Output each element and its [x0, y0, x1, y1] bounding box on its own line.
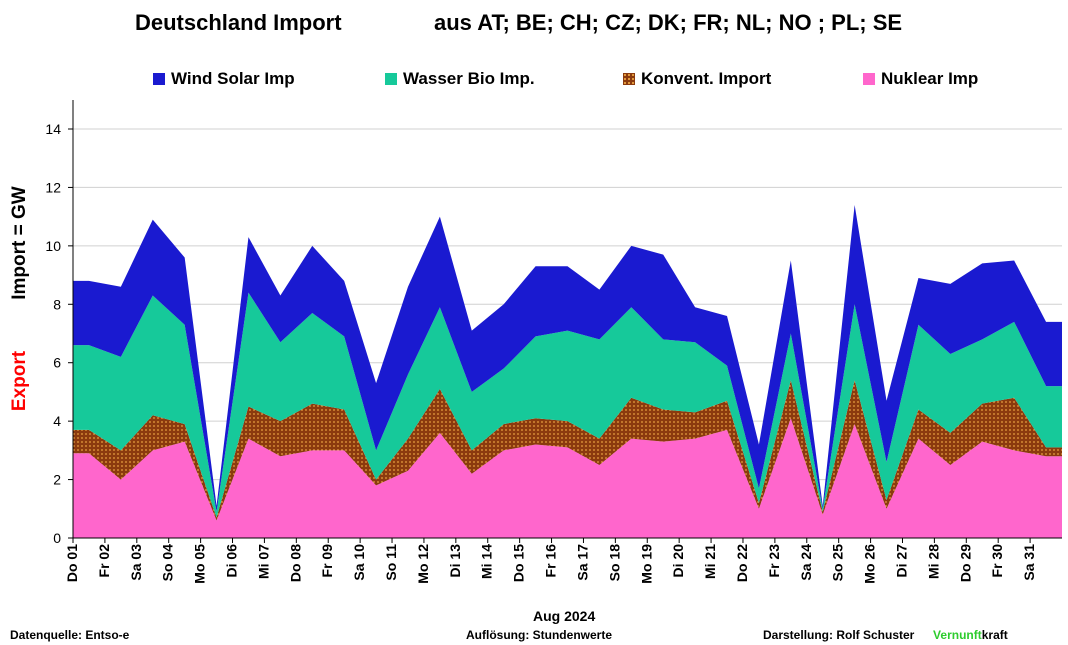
nuklear-swatch	[863, 73, 875, 85]
chart-title: Deutschland Import	[135, 10, 342, 35]
x-tick-label: So 18	[606, 544, 622, 582]
x-tick-label: Sa 31	[1021, 544, 1037, 581]
x-tick-label: Di 20	[670, 544, 686, 578]
x-tick-label: Sa 17	[574, 544, 590, 581]
y-tick-label: 6	[53, 355, 61, 371]
x-tick-label: Mo 12	[415, 544, 431, 584]
x-tick-label: Mo 05	[192, 544, 208, 584]
x-axis-label: Aug 2024	[533, 608, 596, 624]
footer-resolution: Auflösung: Stundenwerte	[466, 628, 612, 642]
legend-item-nuklear: Nuklear Imp	[863, 68, 978, 90]
y-tick-label: 14	[45, 121, 61, 137]
x-tick-label: Di 13	[447, 544, 463, 578]
y-tick-label: 2	[53, 472, 61, 488]
x-tick-label: So 25	[830, 544, 846, 582]
legend-item-wasser-bio: Wasser Bio Imp.	[385, 68, 535, 90]
x-tick-label: Fr 02	[96, 544, 112, 578]
footer-source: Datenquelle: Entso-e	[10, 628, 130, 642]
x-tick-label: Mi 21	[702, 544, 718, 579]
footer-credit-text: Darstellung: Rolf Schuster	[763, 628, 915, 642]
legend-label-wind-solar: Wind Solar Imp	[171, 69, 295, 88]
y-tick-label: 0	[53, 530, 61, 546]
x-tick-label: Do 01	[64, 544, 80, 582]
x-tick-label: Sa 10	[351, 544, 367, 581]
series-area-konvent-import	[73, 380, 1062, 521]
x-tick-label: Mi 28	[925, 544, 941, 579]
y-tick-label: 8	[53, 296, 61, 312]
x-tick-label: Mo 19	[638, 544, 654, 584]
series-area-wind-solar-imp	[73, 204, 1062, 512]
legend-item-wind-solar: Wind Solar Imp	[153, 68, 295, 90]
wasser-bio-swatch	[385, 73, 397, 85]
brand-green: Vernunft	[933, 628, 982, 642]
legend-label-konvent: Konvent. Import	[641, 69, 772, 88]
x-tick-label: Fr 30	[989, 544, 1005, 578]
x-tick-label: Mi 07	[255, 544, 271, 579]
x-tick-label: Fr 23	[766, 544, 782, 578]
legend-label-wasser-bio: Wasser Bio Imp.	[403, 69, 535, 88]
chart-subtitle: aus AT; BE; CH; CZ; DK; FR; NL; NO ; PL;…	[434, 10, 903, 35]
series-area-wasser-bio-imp	[73, 292, 1062, 518]
legend-label-nuklear: Nuklear Imp	[881, 69, 979, 88]
series-area-nuklear-imp	[73, 418, 1062, 538]
legend-item-konvent: Konvent. Import	[623, 68, 771, 90]
x-tick-label: Di 27	[893, 544, 909, 578]
x-tick-label: Di 06	[224, 544, 240, 578]
brand-black: kraft	[981, 628, 1008, 642]
x-tick-label: Mo 26	[862, 544, 878, 584]
wind-solar-swatch	[153, 73, 165, 85]
x-tick-label: Fr 16	[543, 544, 559, 578]
x-tick-label: Do 29	[957, 544, 973, 582]
y-tick-label: 4	[53, 413, 61, 429]
x-tick-label: Mi 14	[479, 544, 495, 579]
x-tick-label: Do 15	[511, 544, 527, 582]
footer-credit: Darstellung: Rolf Schuster Vernunftkraft	[763, 628, 1008, 642]
x-tick-label: So 04	[160, 544, 176, 582]
x-tick-label: So 11	[383, 544, 399, 581]
y-tick-label: 12	[45, 179, 61, 195]
x-tick-label: Do 08	[287, 544, 303, 582]
x-tick-label: Do 22	[734, 544, 750, 582]
y-tick-label: 10	[45, 238, 61, 254]
x-tick-label: Fr 09	[319, 544, 335, 578]
x-tick-label: Sa 24	[798, 544, 814, 581]
konvent-swatch	[623, 73, 635, 85]
x-tick-label: Sa 03	[128, 544, 144, 581]
